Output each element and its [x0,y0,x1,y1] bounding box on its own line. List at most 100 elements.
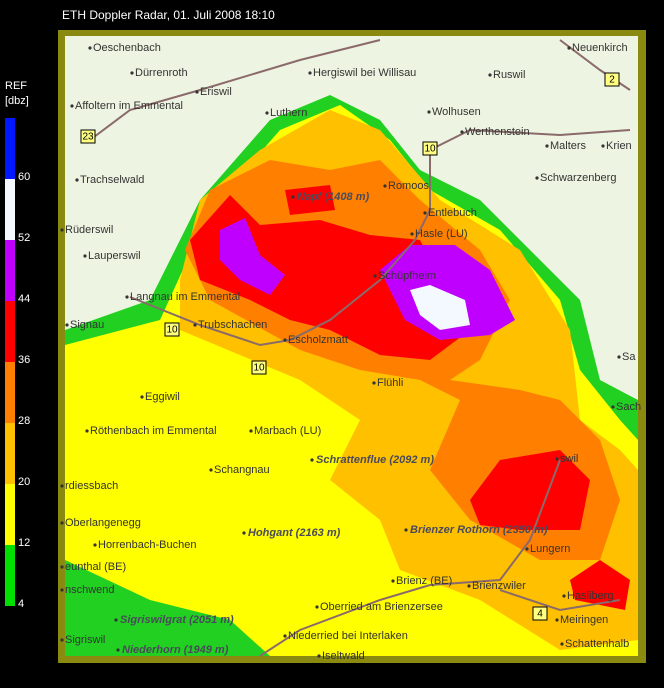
place-label: Hergiswil bei Willisau [313,67,416,79]
place-label: Romoos [388,180,429,192]
place-label: Neuenkirch [572,42,628,54]
place-label: Brienzwiler [472,580,526,592]
place-label: Trachselwald [80,174,144,186]
place-marker [60,588,64,592]
road-number: 10 [253,363,265,374]
place-marker [488,73,492,77]
place-label: Affoltern im Emmental [75,100,183,112]
place-marker [265,111,269,115]
place-label: Flühli [377,377,403,389]
place-label: Meiringen [560,614,608,626]
place-label: Wolhusen [432,106,481,118]
peak-marker [310,458,314,462]
place-marker [130,71,134,75]
road [89,39,381,141]
place-marker [60,521,64,525]
place-marker [60,565,64,569]
peak-label: Hohgant (2163 m) [248,527,341,539]
place-marker [249,429,253,433]
place-label: Schattenhalb [565,638,629,650]
peak-label: Niederhorn (1949 m) [122,644,229,656]
place-marker [383,184,387,188]
place-marker [195,90,199,94]
place-label: swil [560,453,578,465]
road-sign [422,141,438,156]
radar-area [190,195,470,360]
legend-swatch [5,240,15,301]
place-marker [85,429,89,433]
road-number: 4 [537,609,543,620]
place-marker [555,457,559,461]
place-label: Malters [550,140,587,152]
road-number: 10 [166,325,178,336]
place-label: Marbach (LU) [254,425,321,437]
place-label: Signau [70,319,104,331]
place-label: Werthenstein [465,126,530,138]
legend-swatch [5,423,15,484]
place-label: Schwarzenberg [540,172,616,184]
place-label: Sigriswil [65,634,105,646]
place-marker [193,323,197,327]
place-label: nschwend [65,584,115,596]
place-marker [427,110,431,114]
legend-tick-label: 20 [18,476,30,488]
legend-swatch [5,362,15,423]
place-label: Eriswil [200,86,232,98]
road [259,459,561,656]
place-marker [373,274,377,278]
legend-tick-label: 12 [18,537,30,549]
place-label: Schangnau [214,464,270,476]
legend-tick-label: 52 [18,232,30,244]
legend-tick-label: 36 [18,354,30,366]
road-sign [80,129,96,144]
title: ETH Doppler Radar, 01. Juli 2008 18:10 [62,8,275,22]
place-marker [83,254,87,258]
legend-tick-label: 44 [18,293,30,305]
legend-unit: [dbz] [5,95,29,107]
place-marker [65,323,69,327]
legend-swatch [5,484,15,545]
place-label: Röthenbach im Emmental [90,425,217,437]
place-label: Oeschenbach [93,42,161,54]
place-marker [70,104,74,108]
place-marker [315,605,319,609]
place-label: Sach [616,401,641,413]
place-marker [88,46,92,50]
place-marker [560,642,564,646]
place-label: Krien [606,140,632,152]
place-label: Lungern [530,543,570,555]
place-marker [460,130,464,134]
map [65,36,638,656]
roads [89,39,631,656]
legend-tick-label: 4 [18,598,24,610]
place-label: Iseltwald [322,650,365,662]
road [499,589,621,612]
place-label: Eggiwil [145,391,180,403]
peak-marker [116,648,120,652]
place-label: Hasliberg [567,590,613,602]
legend-tick-label: 60 [18,171,30,183]
place-label: Horrenbach-Buchen [98,539,196,551]
road-sign [251,360,267,375]
road [129,128,631,347]
place-label: Luthern [270,107,307,119]
place-label: Langnau im Emmental [130,291,240,303]
peak-label: Sigriswilgrat (2051 m) [120,614,234,626]
road-number: 23 [82,132,94,143]
place-marker [317,654,321,658]
place-marker [283,338,287,342]
place-label: rdiessbach [65,480,118,492]
place-marker [283,634,287,638]
legend-swatch [5,118,15,179]
place-marker [125,295,129,299]
place-label: Dürrenroth [135,67,188,79]
place-marker [562,594,566,598]
place-label: Lauperswil [88,250,141,262]
place-label: Rüderswil [65,224,113,236]
peak-marker [242,531,246,535]
place-label: Entlebuch [428,207,477,219]
place-marker [308,71,312,75]
road-number: 2 [609,75,615,86]
